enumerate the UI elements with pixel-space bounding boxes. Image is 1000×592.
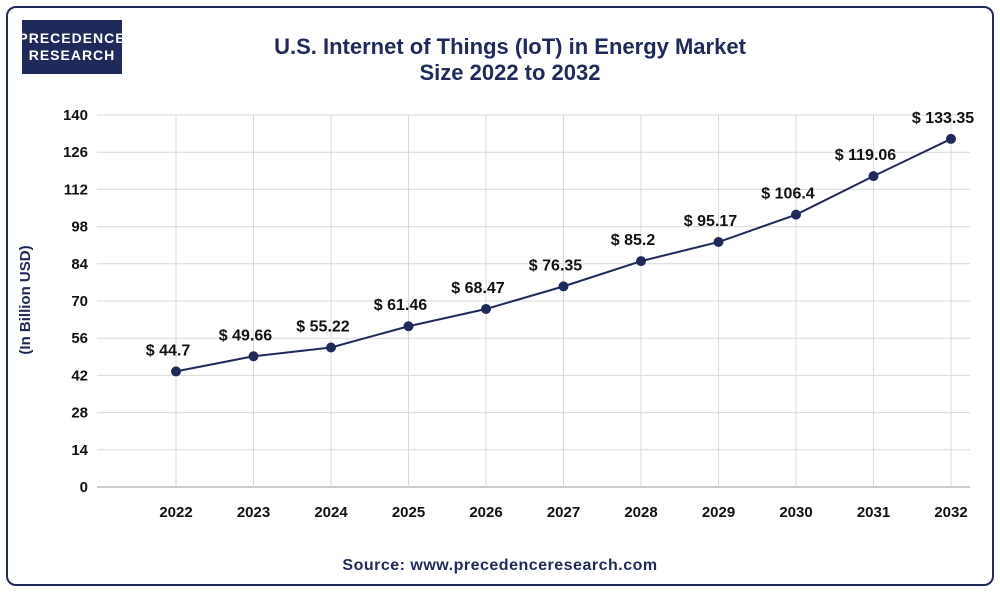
chart-title-line-2: Size 2022 to 2032: [419, 60, 601, 85]
label-layer: $ 44.7 $ 49.66 $ 55.22 $ 61.46 $ 68.47 $ 76.3…: [146, 110, 974, 359]
data-point: [713, 237, 724, 248]
data-label: $ 106.4: [761, 186, 814, 203]
x-tick-label: 2026: [469, 504, 502, 521]
y-tick-label: 140: [63, 107, 88, 124]
chart-frame: [6, 6, 994, 586]
data-label: $ 133.35: [912, 110, 974, 127]
y-tick-label: 112: [64, 181, 88, 198]
x-tick-label: 2024: [314, 504, 348, 521]
precedence-research-logo: PRECEDENCE RESEARCH: [18, 20, 125, 74]
y-tick-label: 98: [71, 219, 88, 236]
y-axis-label: (In Billion USD): [17, 245, 34, 354]
data-label: $ 85.2: [611, 232, 656, 249]
logo-line-1: PRECEDENCE: [18, 30, 126, 47]
data-point: [946, 133, 956, 144]
data-point: [558, 281, 569, 292]
data-label: $ 119.06: [835, 147, 897, 164]
x-tick-label: 2030: [779, 504, 812, 521]
data-point: [481, 303, 491, 314]
data-point: [636, 256, 646, 267]
data-point: [791, 209, 801, 220]
x-tick-label: 2025: [392, 504, 425, 521]
axis-layer: 0 14 28 42 56 70 84 98 112 126 140 2022 2023 2024 2025…: [63, 107, 968, 521]
logo-line-2: RESEARCH: [28, 47, 116, 63]
x-tick-label: 2028: [624, 504, 657, 521]
data-label: $ 68.47: [451, 280, 504, 297]
x-tick-label: 2023: [237, 504, 270, 521]
y-tick-label: 0: [80, 479, 88, 496]
x-tick-label: 2022: [159, 504, 192, 521]
data-label: $ 44.7: [146, 342, 191, 359]
data-label: $ 76.35: [529, 257, 582, 274]
data-label: $ 95.17: [684, 213, 737, 230]
source-note: Source: www.precedenceresearch.com: [342, 557, 658, 574]
series-layer: [171, 133, 956, 377]
grid-layer: [97, 114, 970, 488]
data-label: $ 49.66: [219, 327, 272, 344]
y-tick-label: 56: [71, 330, 88, 347]
x-tick-label: 2027: [547, 504, 580, 521]
data-point: [403, 321, 414, 332]
chart-title-line-1: U.S. Internet of Things (IoT) in Energy …: [274, 34, 746, 59]
data-label: $ 61.46: [374, 297, 427, 314]
data-point: [171, 366, 181, 377]
y-tick-label: 70: [71, 293, 88, 310]
data-point: [868, 171, 879, 182]
y-tick-label: 42: [71, 367, 88, 384]
chart-title: U.S. Internet of Things (IoT) in Energy …: [200, 34, 820, 86]
data-label: $ 55.22: [296, 319, 349, 336]
x-tick-label: 2029: [702, 504, 735, 521]
data-point: [326, 342, 336, 353]
y-tick-label: 28: [71, 405, 88, 422]
y-tick-label: 84: [71, 256, 88, 273]
data-point: [248, 351, 259, 362]
y-tick-label: 126: [63, 144, 88, 161]
x-tick-label: 2031: [857, 504, 890, 521]
y-tick-label: 14: [71, 442, 88, 459]
x-tick-label: 2032: [934, 504, 967, 521]
